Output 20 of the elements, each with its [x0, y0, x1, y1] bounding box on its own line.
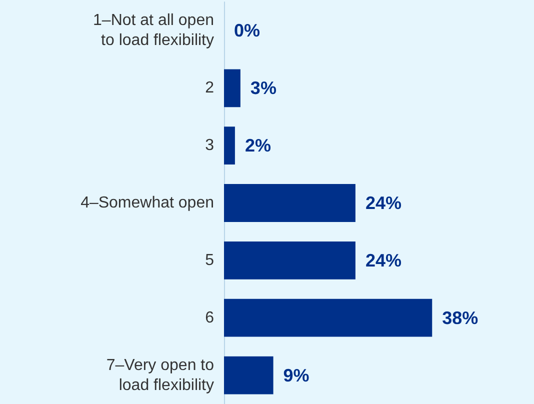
data-label: 38%	[442, 308, 478, 328]
bar	[224, 298, 432, 337]
data-label: 2%	[244, 136, 271, 156]
y-tick-label: 4–Somewhat open	[80, 194, 214, 212]
y-tick-label: 3	[205, 137, 214, 154]
data-label: 24%	[365, 193, 402, 213]
bar	[224, 126, 235, 165]
y-tick-label: 6	[205, 309, 214, 326]
bar	[224, 356, 274, 394]
data-label: 9%	[283, 365, 310, 386]
y-tick-label: 5	[205, 252, 214, 269]
data-label: 0%	[234, 20, 260, 41]
y-tick-label: 1–Not at all open to load flexibility	[93, 12, 214, 50]
bar	[224, 69, 240, 108]
data-label: 24%	[365, 250, 402, 270]
bar	[224, 241, 356, 280]
bar	[224, 184, 356, 222]
data-label: 3%	[250, 78, 276, 98]
y-tick-label: 2	[205, 80, 214, 97]
y-tick-label: 7–Very open to load flexibility	[106, 356, 214, 394]
